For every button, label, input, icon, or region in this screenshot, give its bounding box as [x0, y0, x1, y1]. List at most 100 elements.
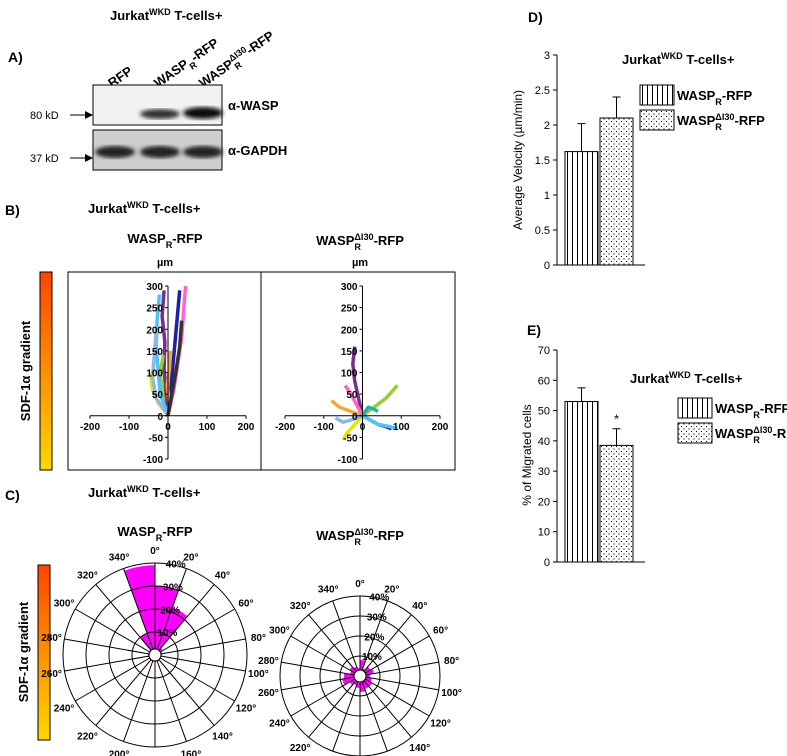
polar-spoke: [359, 675, 412, 738]
text-part: WASP: [316, 528, 355, 543]
polar-spoke: [359, 600, 388, 677]
polar-spoke: [154, 654, 187, 742]
x-tick-label: 200: [238, 422, 255, 433]
text-part: R: [715, 122, 722, 132]
y-tick-label: -100: [337, 455, 357, 466]
rose-wedge: [155, 607, 188, 655]
y-axis-label: % of Migrated cells: [520, 404, 534, 505]
text-part: ΔI30: [354, 527, 373, 537]
x-tick-label: -100: [119, 422, 139, 433]
y-tick-label: 50: [152, 390, 164, 401]
text-part: -RFP: [760, 401, 787, 416]
polar-spoke: [308, 614, 361, 677]
bar: [564, 400, 599, 563]
unit-label: µm: [352, 257, 368, 269]
angle-tick-label: 300°: [54, 599, 75, 610]
cell-track: [343, 384, 365, 417]
panel-title: JurkatWKD T-cells+: [88, 484, 201, 500]
angle-tick-label: 60°: [238, 599, 253, 610]
legend-label: WASPR-RFP: [677, 88, 753, 107]
radial-tick-label: 20%: [160, 605, 180, 616]
polar-spoke: [359, 614, 412, 677]
blot-membrane: [92, 84, 223, 126]
angle-tick-label: 260°: [258, 688, 279, 699]
x-tick-label: 100: [199, 422, 216, 433]
text-part: Jurkat: [630, 371, 670, 386]
chart-title: JurkatWKD T-cells+: [622, 51, 735, 67]
text-part: WASP: [715, 426, 754, 441]
x-tick-label: 0: [360, 422, 366, 433]
y-tick-label: 50: [538, 406, 550, 418]
y-tick-label: 0.5: [535, 225, 550, 237]
y-tick-label: -100: [143, 455, 163, 466]
text-part: R: [753, 410, 760, 420]
polar-spoke: [281, 675, 361, 691]
error-bar: [612, 96, 621, 118]
angle-tick-label: 200°: [109, 750, 130, 756]
bar: [564, 151, 599, 266]
y-tick-label: 1.5: [535, 155, 550, 167]
blot-band: [140, 146, 180, 158]
text-part: WKD: [149, 7, 171, 17]
text-part: -RFP: [734, 113, 765, 128]
panel-label: A): [8, 49, 23, 65]
polar-spoke: [75, 608, 156, 656]
angle-tick-label: 0°: [150, 546, 160, 557]
text-part: T-cells+: [683, 52, 735, 67]
polar-spoke: [154, 608, 235, 656]
cell-track: [160, 290, 170, 416]
polar-spoke: [359, 675, 388, 752]
legend-label: WASPRΔI30-RFP: [677, 112, 765, 132]
y-tick-label: 200: [341, 325, 358, 336]
angle-tick-label: 80°: [251, 633, 266, 644]
y-tick-label: 2: [544, 120, 550, 132]
y-tick-label: 250: [146, 304, 163, 315]
polar-spoke: [64, 638, 156, 656]
text-part: WASP: [715, 401, 754, 416]
plot-title: WASPRΔI30-RFP: [316, 527, 404, 547]
polar-spoke: [123, 654, 156, 742]
panel-label: D): [528, 9, 543, 25]
angle-tick-label: 140°: [409, 743, 430, 754]
angle-tick-label: 120°: [236, 704, 257, 715]
angle-tick-label: 100°: [441, 688, 462, 699]
text-part: -RFP: [172, 231, 203, 246]
radial-tick-label: 40%: [369, 593, 389, 604]
panel-label: C): [5, 487, 20, 503]
text-part: R: [188, 60, 199, 72]
y-axis-label: Average Velocity (µm/min): [511, 90, 525, 230]
cell-track: [361, 384, 399, 418]
radial-tick-label: 10%: [157, 628, 177, 639]
x-tick-label: -200: [275, 422, 295, 433]
text-part: -RFP: [243, 28, 277, 58]
text-part: Jurkat: [110, 8, 150, 23]
y-tick-label: 100: [146, 369, 163, 380]
text-part: R: [753, 435, 760, 445]
text-part: Jurkat: [88, 485, 128, 500]
radial-tick-label: 30%: [163, 582, 183, 593]
y-tick-label: -50: [149, 433, 164, 444]
legend-label: WASPRΔI30-RFP: [715, 425, 787, 445]
legend-swatch: [677, 397, 713, 419]
text-part: R: [166, 240, 173, 250]
angle-tick-label: 80°: [444, 656, 459, 667]
y-tick-label: 150: [146, 347, 163, 358]
angle-tick-label: 220°: [77, 731, 98, 742]
cell-track: [361, 414, 398, 431]
bar: [599, 444, 634, 563]
size-marker: 80 kD: [30, 110, 59, 122]
error-bar: [577, 387, 586, 402]
polar-spoke: [290, 635, 361, 677]
polar-spoke: [75, 654, 156, 702]
polar-spoke: [359, 661, 439, 677]
text-part: -RFP: [722, 88, 753, 103]
polar-spoke: [154, 584, 215, 656]
text-part: WKD: [661, 51, 683, 61]
angle-tick-label: 300°: [269, 626, 290, 637]
y-tick-label: 60: [538, 375, 550, 387]
y-tick-label: 200: [146, 325, 163, 336]
text-part: Jurkat: [622, 52, 662, 67]
text-part: R: [354, 242, 361, 252]
y-tick-label: 0: [544, 260, 550, 272]
